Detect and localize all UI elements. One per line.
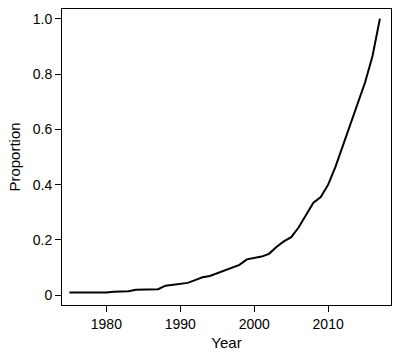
svg-text:1.0: 1.0 [33,11,53,27]
svg-text:1990: 1990 [165,316,196,332]
svg-text:Year: Year [211,334,241,351]
svg-text:0.8: 0.8 [33,66,53,82]
svg-text:Proportion: Proportion [6,122,23,191]
svg-text:0.4: 0.4 [33,177,53,193]
svg-text:2010: 2010 [313,316,344,332]
svg-text:2000: 2000 [239,316,270,332]
svg-text:0.2: 0.2 [33,232,53,248]
svg-text:0: 0 [44,287,52,303]
svg-text:1980: 1980 [91,316,122,332]
svg-text:0.6: 0.6 [33,121,53,137]
